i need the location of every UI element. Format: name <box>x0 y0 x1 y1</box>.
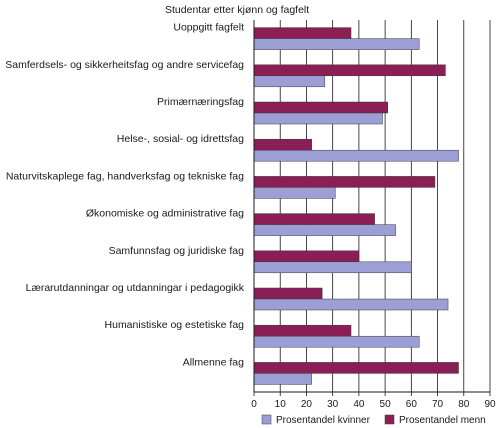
category-label: Samferdsels- og sikkerheitsfag og andre … <box>5 59 244 71</box>
legend-swatch <box>384 414 395 425</box>
x-tick-label: 50 <box>380 399 392 410</box>
category-label: Humanistiske og estetiske fag <box>105 319 245 331</box>
category-labels: Uoppgitt fagfelt Samferdsels- og sikkerhe… <box>5 22 244 369</box>
bar-menn-0 <box>253 27 352 39</box>
bar-kvinner-3 <box>253 149 459 162</box>
bar-menn-6 <box>253 250 360 263</box>
x-tick-label: 10 <box>275 399 287 410</box>
x-tick-labels: 0 10 20 30 40 50 60 70 80 90 <box>251 392 496 410</box>
category-label: Samfunnsfag og juridiske fag <box>109 245 245 257</box>
bar-kvinner-0 <box>253 38 420 50</box>
chart-title: Studentar etter kjønn og fagfelt <box>165 4 309 16</box>
bar-kvinner-5 <box>253 224 396 236</box>
bar-menn-4 <box>253 176 436 188</box>
category-label: Naturvitskaplege fag, handverksfag og te… <box>6 170 244 182</box>
bar-kvinner-1 <box>253 75 326 88</box>
bar-menn-9 <box>253 362 459 374</box>
x-tick-label: 90 <box>484 399 496 410</box>
legend-swatch <box>261 414 272 425</box>
x-tick-label: 80 <box>458 399 470 410</box>
bar-kvinner-7 <box>253 298 449 311</box>
bar-menn-7 <box>253 287 323 300</box>
bar-kvinner-4 <box>253 187 336 199</box>
bar-menn-5 <box>253 213 375 225</box>
x-tick-label: 70 <box>432 399 444 410</box>
axes <box>253 20 490 393</box>
x-tick-label: 0 <box>251 399 257 410</box>
category-label: Helse-, sosial- og idrettsfag <box>117 133 244 145</box>
legend-label: Prosentandel kvinner <box>276 415 371 426</box>
bar-kvinner-2 <box>253 112 383 125</box>
bar-menn-8 <box>253 324 352 337</box>
bar-menn-1 <box>253 64 446 77</box>
bar-menn-2 <box>253 101 388 114</box>
bar-kvinner-9 <box>253 373 312 385</box>
x-tick-label: 30 <box>327 399 339 410</box>
x-tick-label: 20 <box>301 399 313 410</box>
bar-kvinner-8 <box>253 335 420 348</box>
legend-label: Prosentandel menn <box>399 415 486 426</box>
x-tick-label: 60 <box>406 399 418 410</box>
bar-menn-3 <box>253 138 312 151</box>
category-label: Økonomiske og administrative fag <box>86 208 244 220</box>
bar-kvinner-6 <box>253 261 412 274</box>
legend: Prosentandel kvinner Prosentandel menn <box>261 414 486 426</box>
category-label: Uoppgitt fagfelt <box>173 22 244 34</box>
x-tick-label: 40 <box>353 399 365 410</box>
category-label: Allmenne fag <box>183 356 244 368</box>
category-label: Lærarutdanningar og utdanningar i pedago… <box>26 282 245 294</box>
bars <box>253 27 459 385</box>
category-label: Primærnæringsfag <box>157 96 244 108</box>
